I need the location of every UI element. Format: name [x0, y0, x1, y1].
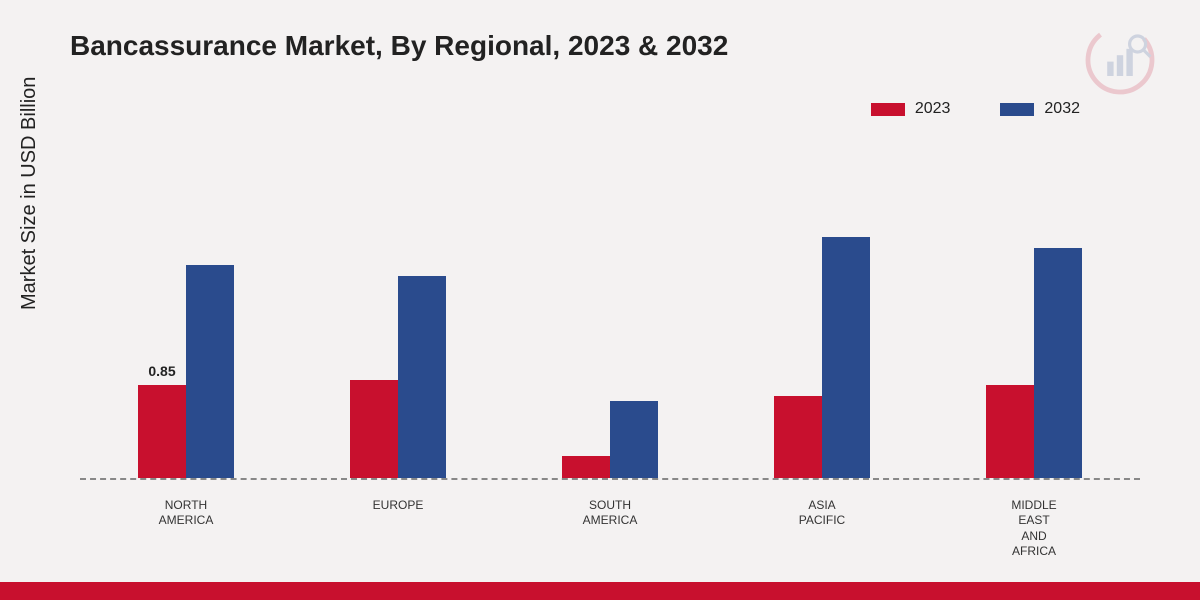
chart-area: 0.85 — [80, 130, 1140, 480]
legend-label-2032: 2032 — [1044, 100, 1080, 118]
bars-row: 0.85 — [80, 130, 1140, 478]
bar-group: 0.85 — [121, 265, 251, 478]
x-axis-label: EUROPE — [333, 498, 463, 560]
bar-2023 — [562, 456, 610, 478]
bar-2023 — [774, 396, 822, 478]
bar-group — [545, 401, 675, 478]
legend-label-2023: 2023 — [915, 100, 951, 118]
bar-2032 — [186, 265, 234, 478]
bar-group — [969, 248, 1099, 478]
bar-2032 — [610, 401, 658, 478]
legend-item-2023: 2023 — [871, 100, 951, 118]
bar-group — [757, 237, 887, 478]
legend-swatch-2023 — [871, 103, 905, 116]
x-axis-label: SOUTH AMERICA — [545, 498, 675, 560]
x-axis-label: ASIA PACIFIC — [757, 498, 887, 560]
bar-group — [333, 276, 463, 478]
x-axis-label: NORTH AMERICA — [121, 498, 251, 560]
bar-2023: 0.85 — [138, 385, 186, 478]
legend: 2023 2032 — [871, 100, 1080, 118]
legend-swatch-2032 — [1000, 103, 1034, 116]
x-axis-label: MIDDLE EAST AND AFRICA — [969, 498, 1099, 560]
brand-logo-icon — [1080, 20, 1160, 100]
bar-2032 — [398, 276, 446, 478]
chart-title: Bancassurance Market, By Regional, 2023 … — [70, 30, 1160, 62]
footer-bar — [0, 582, 1200, 600]
y-axis-label: Market Size in USD Billion — [18, 77, 41, 310]
x-axis-labels: NORTH AMERICA EUROPE SOUTH AMERICA ASIA PAC… — [80, 498, 1140, 560]
legend-item-2032: 2032 — [1000, 100, 1080, 118]
bar-2032 — [822, 237, 870, 478]
bar-2032 — [1034, 248, 1082, 478]
bar-2023 — [986, 385, 1034, 478]
bar-2023 — [350, 380, 398, 478]
bar-value-label: 0.85 — [138, 363, 186, 379]
